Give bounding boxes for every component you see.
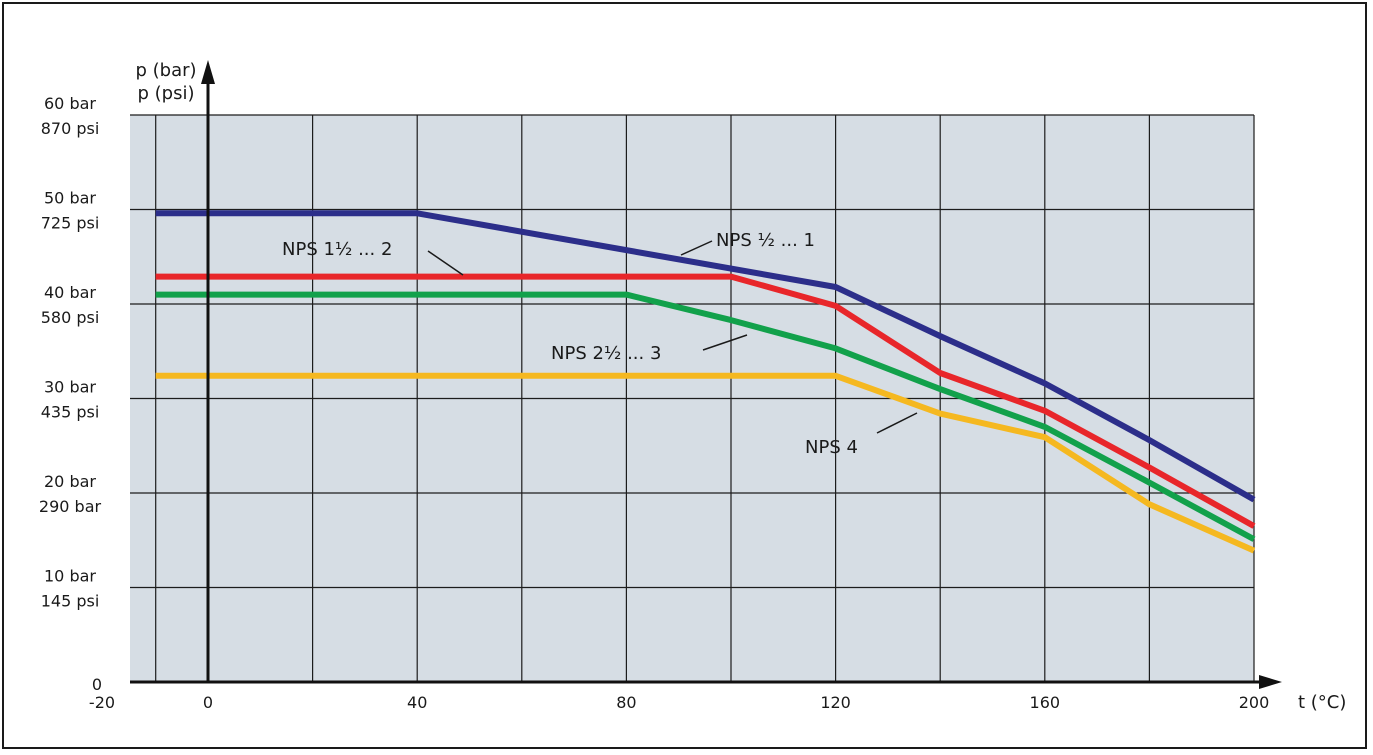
y-tick-label-bar: 10 bar <box>44 567 96 586</box>
x-tick-label: 80 <box>616 693 636 712</box>
callout-leader <box>702 334 748 351</box>
callout-leader <box>427 250 464 276</box>
x-tick-labels: -20 0 40 80 120 160 200 <box>89 693 1269 712</box>
y-tick-label-bar: 60 bar <box>44 94 96 113</box>
x-tick-label: 40 <box>407 693 427 712</box>
y-tick-label-bar: 50 bar <box>44 189 96 208</box>
y-tick-label-bar: 20 bar <box>44 472 96 491</box>
x-tick-label: -20 <box>89 693 115 712</box>
series-group <box>155 210 1256 554</box>
y-tick-labels: 0 10 bar 145 psi 20 bar 290 bar 30 bar 435 psi… <box>39 94 102 694</box>
y-axis-arrow <box>201 60 215 84</box>
x-tick-label: 120 <box>820 693 851 712</box>
axes <box>130 60 1282 689</box>
series-callout-label: NPS ½ ... 1 <box>716 230 815 251</box>
x-tick-label: 160 <box>1030 693 1061 712</box>
series-line-3 <box>155 291 1256 542</box>
y-tick-label-psi: 290 bar <box>39 497 102 516</box>
y-tick-label-psi: 870 psi <box>41 119 100 138</box>
y-axis-label-bar: p (bar) <box>135 60 196 81</box>
callout-leader <box>876 412 918 434</box>
y-tick-label: 0 <box>92 675 102 694</box>
series-callout-label: NPS 2½ ... 3 <box>551 343 661 364</box>
x-axis-arrow <box>1259 675 1282 689</box>
y-tick-label-psi: 145 psi <box>41 592 100 611</box>
callout-leader <box>680 240 713 256</box>
x-axis-label: t (°C) <box>1298 692 1346 713</box>
y-tick-label-psi: 435 psi <box>41 403 100 422</box>
y-tick-label-psi: 725 psi <box>41 214 100 233</box>
y-tick-label-psi: 580 psi <box>41 308 100 327</box>
series-callout-label: NPS 1½ ... 2 <box>282 239 392 260</box>
y-tick-label-bar: 30 bar <box>44 378 96 397</box>
callouts: NPS 1½ ... 2 NPS ½ ... 1 NPS 2½ ... 3 NPS 4 <box>282 230 918 458</box>
series-line-4 <box>155 372 1256 554</box>
y-axis-label-psi: p (psi) <box>138 83 195 104</box>
series-line-2 <box>155 273 1256 529</box>
x-tick-label: 0 <box>203 693 213 712</box>
series-callout-label: NPS 4 <box>805 437 858 458</box>
series-line-1 <box>155 210 1256 503</box>
x-tick-label: 200 <box>1239 693 1270 712</box>
y-tick-label-bar: 40 bar <box>44 283 96 302</box>
